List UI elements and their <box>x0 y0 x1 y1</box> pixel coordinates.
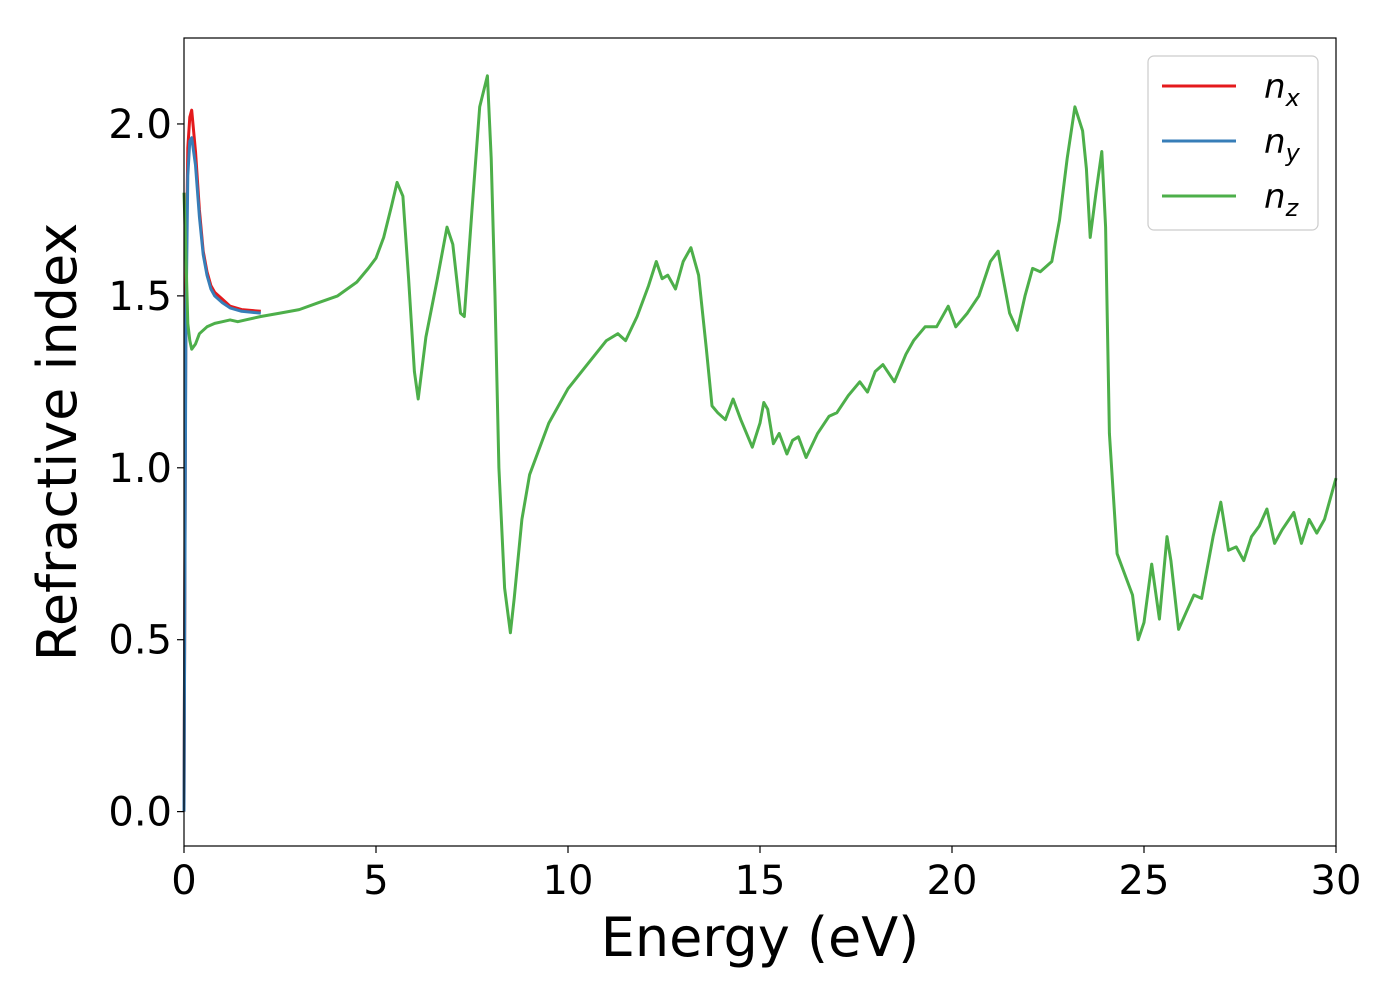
y-axis-label: Refractive index <box>26 223 89 662</box>
series-line-n-x <box>182 108 261 812</box>
x-tick-label: 0 <box>171 858 196 904</box>
x-tick-label: 5 <box>363 858 388 904</box>
x-tick-label: 15 <box>735 858 786 904</box>
x-tick-label: 20 <box>927 858 978 904</box>
legend-label-n-y: ny <box>1264 122 1301 167</box>
series-line-n-y <box>182 136 261 812</box>
y-tick-label: 1.5 <box>108 274 172 320</box>
series-layer <box>182 74 1338 812</box>
legend-label-n-z: nz <box>1264 177 1300 222</box>
legend-box <box>1147 55 1319 231</box>
legend: nx ny nz <box>1147 55 1319 231</box>
y-tick-label: 1.0 <box>108 446 172 492</box>
y-tick-label: 2.0 <box>108 102 172 148</box>
x-tick-label: 10 <box>543 858 594 904</box>
y-axis-ticks: 0.0 0.5 1.0 1.5 2.0 <box>108 102 184 836</box>
series-line-n-z <box>182 74 1338 642</box>
y-tick-label: 0.0 <box>108 790 172 836</box>
y-tick-label: 0.5 <box>108 618 172 664</box>
legend-label-n-x: nx <box>1264 67 1301 112</box>
x-axis-ticks: 0 5 10 15 20 25 30 <box>171 846 1361 904</box>
x-tick-label: 30 <box>1311 858 1362 904</box>
x-axis-label: Energy (eV) <box>601 906 920 969</box>
x-tick-label: 25 <box>1119 858 1170 904</box>
